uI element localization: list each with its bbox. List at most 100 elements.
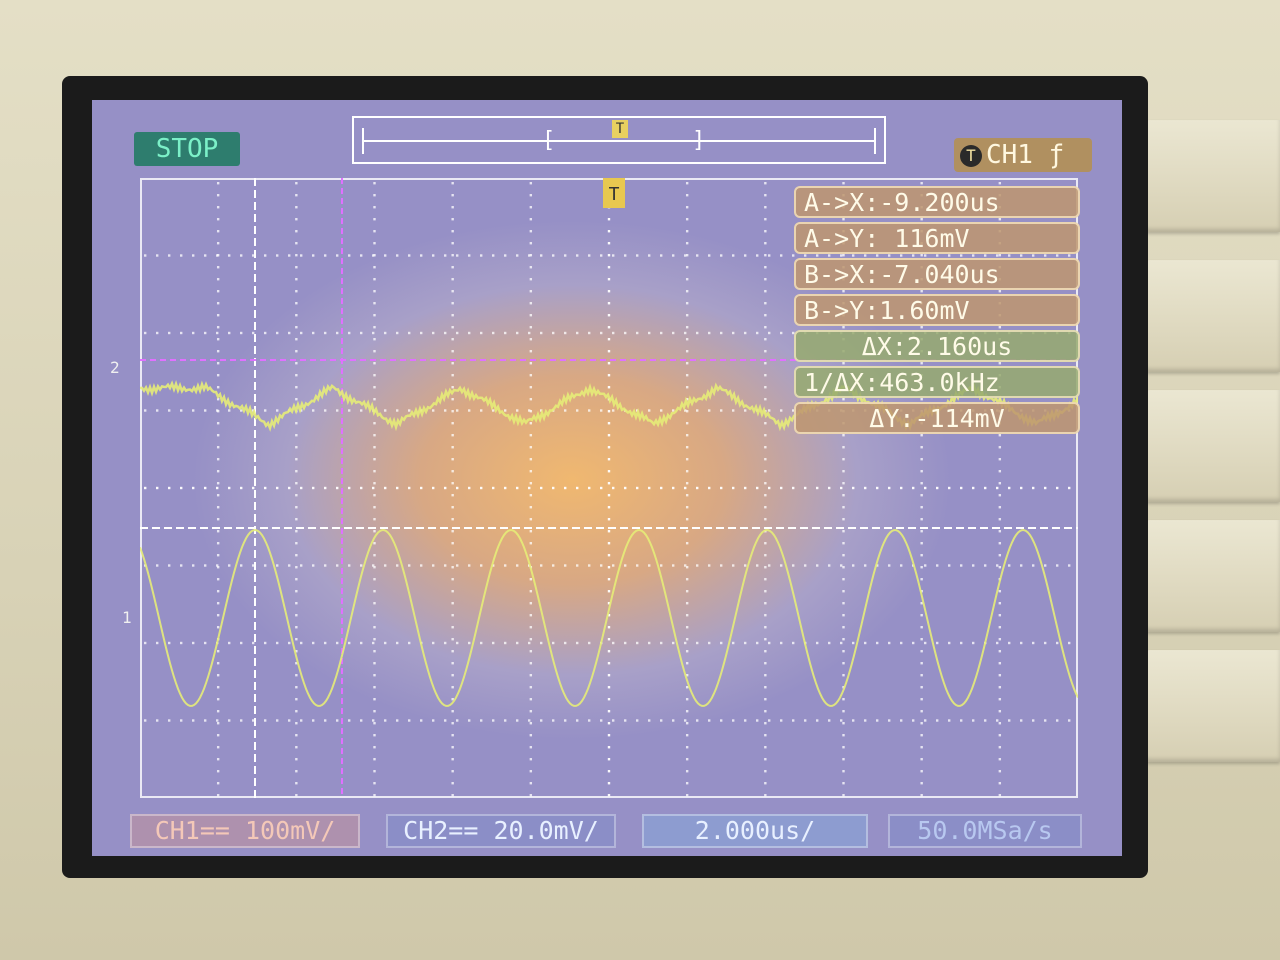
grid-dot	[216, 482, 220, 485]
grid-dot	[607, 638, 611, 641]
run-status-badge[interactable]: STOP	[134, 132, 240, 166]
grid-dot	[1044, 719, 1047, 722]
grid-dot	[998, 542, 1002, 545]
grid-dot	[685, 266, 689, 269]
grid-dot	[360, 564, 363, 567]
grid-dot	[842, 770, 845, 773]
grid-dot	[300, 564, 303, 567]
grid-dot	[373, 338, 376, 341]
grid-dot	[372, 486, 375, 490]
grid-dot	[552, 331, 555, 335]
grid-dot	[240, 641, 243, 645]
grid-dot	[685, 386, 689, 389]
grid-dot	[842, 698, 845, 701]
grid-dot	[764, 278, 767, 281]
grid-dot	[360, 409, 363, 412]
softkey-5[interactable]	[1140, 650, 1280, 762]
grid-dot	[529, 278, 533, 281]
grid-dot	[900, 564, 903, 567]
grid-dot	[764, 614, 767, 617]
ch2-scale-readout[interactable]: CH2== 20.0mV/	[386, 814, 616, 848]
ch1-scale-readout[interactable]: CH1== 100mV/	[130, 814, 360, 848]
softkey-3[interactable]	[1140, 390, 1280, 502]
grid-dot	[216, 434, 220, 437]
softkey-2[interactable]	[1140, 260, 1280, 372]
grid-dot	[684, 719, 687, 722]
grid-dot	[373, 578, 376, 581]
grid-dot	[408, 409, 411, 412]
grid-dot	[764, 602, 767, 605]
grid-dot	[295, 266, 298, 269]
grid-dot	[564, 254, 567, 257]
grid-dot	[312, 719, 315, 722]
grid-dot	[252, 409, 255, 412]
grid-dot	[924, 719, 927, 722]
grid-dot	[529, 242, 533, 245]
grid-dot	[216, 266, 220, 269]
grid-dot	[276, 641, 279, 645]
grid-dot	[612, 641, 615, 645]
grid-dot	[408, 564, 411, 567]
grid-dot	[948, 719, 951, 722]
grid-dot	[828, 486, 831, 490]
trigger-status[interactable]: T CH1 ƒ	[954, 138, 1092, 172]
grid-dot	[168, 719, 171, 722]
grid-dot	[451, 662, 454, 665]
grid-dot	[480, 641, 483, 645]
grid-dot	[492, 719, 495, 722]
grid-dot	[998, 638, 1002, 641]
grid-dot	[708, 254, 711, 257]
grid-dot	[180, 719, 183, 722]
ch1-ground-marker[interactable]: 1	[122, 608, 132, 627]
grid-dot	[480, 331, 483, 335]
grid-dot	[504, 641, 507, 645]
grid-dot	[920, 710, 923, 713]
ch2-ground-marker[interactable]: 2	[110, 358, 120, 377]
grid-dot	[432, 719, 435, 722]
grid-dot	[216, 278, 220, 281]
grid-dot	[804, 486, 807, 490]
timebase-readout[interactable]: 2.000us/	[642, 814, 868, 848]
grid-dot	[685, 350, 689, 353]
grid-dot	[295, 494, 298, 497]
grid-dot	[960, 486, 963, 490]
grid-dot	[842, 614, 845, 617]
grid-dot	[696, 486, 699, 490]
grid-dot	[295, 206, 298, 209]
grid-dot	[444, 331, 447, 335]
grid-dot	[607, 278, 611, 281]
grid-dot	[451, 578, 454, 581]
grid-dot	[685, 338, 689, 341]
grid-dot	[216, 782, 220, 785]
grid-dot	[1008, 486, 1011, 490]
grid-dot	[920, 722, 923, 725]
grid-dot	[156, 564, 159, 567]
grid-dot	[192, 719, 195, 722]
softkey-4[interactable]	[1140, 520, 1280, 632]
grid-dot	[998, 698, 1002, 701]
grid-dot	[295, 734, 298, 737]
grid-dot	[685, 362, 689, 365]
softkey-1[interactable]	[1140, 120, 1280, 232]
grid-dot	[529, 302, 533, 305]
grid-dot	[384, 564, 387, 567]
grid-dot	[842, 674, 845, 677]
grid-dot	[451, 350, 454, 353]
grid-dot	[216, 710, 220, 713]
grid-dot	[708, 564, 711, 567]
grid-dot	[888, 564, 891, 567]
grid-dot	[295, 314, 298, 317]
grid-dot	[529, 590, 533, 593]
grid-dot	[764, 554, 767, 557]
grid-dot	[876, 486, 879, 490]
grid-dot	[216, 686, 220, 689]
grid-dot	[685, 638, 689, 641]
grid-dot	[216, 470, 220, 473]
grid-dot	[685, 422, 689, 425]
grid-dot	[180, 331, 183, 335]
grid-dot	[529, 314, 533, 317]
trigger-channel: CH1	[986, 140, 1033, 170]
grid-dot	[1056, 564, 1059, 567]
grid-dot	[528, 719, 531, 722]
grid-dot	[204, 641, 207, 645]
